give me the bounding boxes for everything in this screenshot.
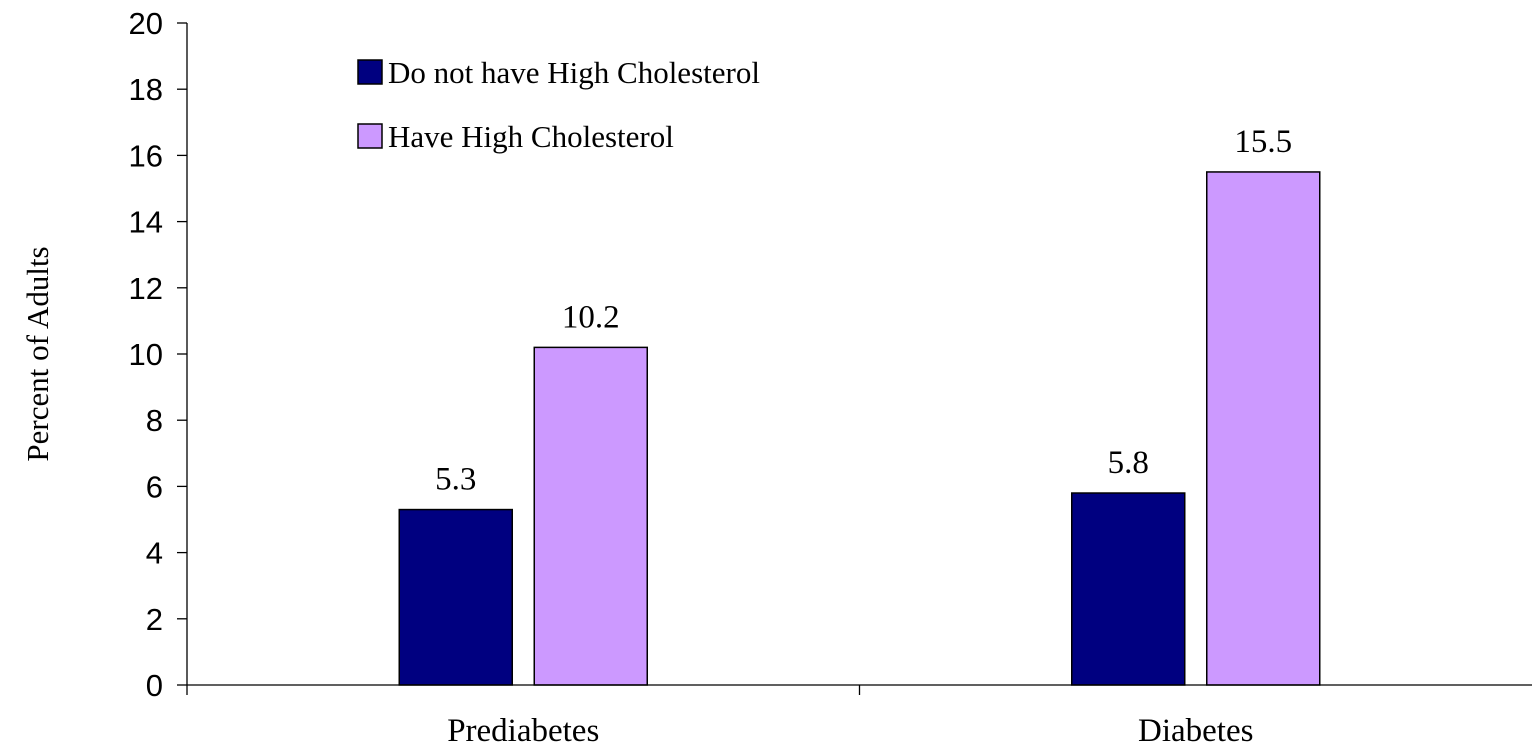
legend: Do not have High Cholesterol Have High Ch… [357, 55, 760, 154]
bar-no-high-cholesterol [398, 508, 513, 686]
y-axis-label: Percent of Adults [20, 246, 55, 461]
bar-high-cholesterol [1206, 171, 1321, 686]
y-tick-label: 10 [129, 337, 163, 372]
y-tick-label: 6 [146, 469, 163, 504]
y-tick-label: 18 [129, 72, 163, 107]
axes [186, 23, 1532, 686]
y-tick-label: 8 [146, 403, 163, 438]
y-tick-label: 12 [129, 271, 163, 306]
value-labels: 5.3 10.2 5.8 15.5 [435, 124, 1292, 498]
x-category-label: Prediabetes [447, 713, 599, 749]
legend-label: Have High Cholesterol [388, 119, 674, 154]
bar-high-cholesterol [533, 346, 648, 686]
legend-swatch [357, 59, 383, 85]
y-tick-label: 2 [146, 602, 163, 637]
x-axis-categories: Prediabetes Diabetes [186, 685, 1253, 749]
bar-value-label: 5.8 [1108, 445, 1149, 481]
y-tick-label: 0 [146, 668, 163, 703]
y-tick-label: 20 [129, 6, 163, 41]
bar-value-label: 5.3 [435, 462, 476, 498]
y-tick-label: 16 [129, 138, 163, 173]
x-category-label: Diabetes [1138, 713, 1253, 749]
bar-no-high-cholesterol [1071, 492, 1186, 686]
y-axis-ticks: 0 2 4 6 8 10 12 14 16 18 20 [129, 6, 187, 703]
y-tick-label: 14 [129, 205, 163, 240]
bar-value-label: 10.2 [562, 299, 620, 335]
legend-label: Do not have High Cholesterol [388, 55, 760, 90]
bars [398, 171, 1321, 686]
legend-swatch [357, 123, 383, 149]
bar-value-label: 15.5 [1234, 124, 1292, 160]
y-tick-label: 4 [146, 536, 163, 571]
